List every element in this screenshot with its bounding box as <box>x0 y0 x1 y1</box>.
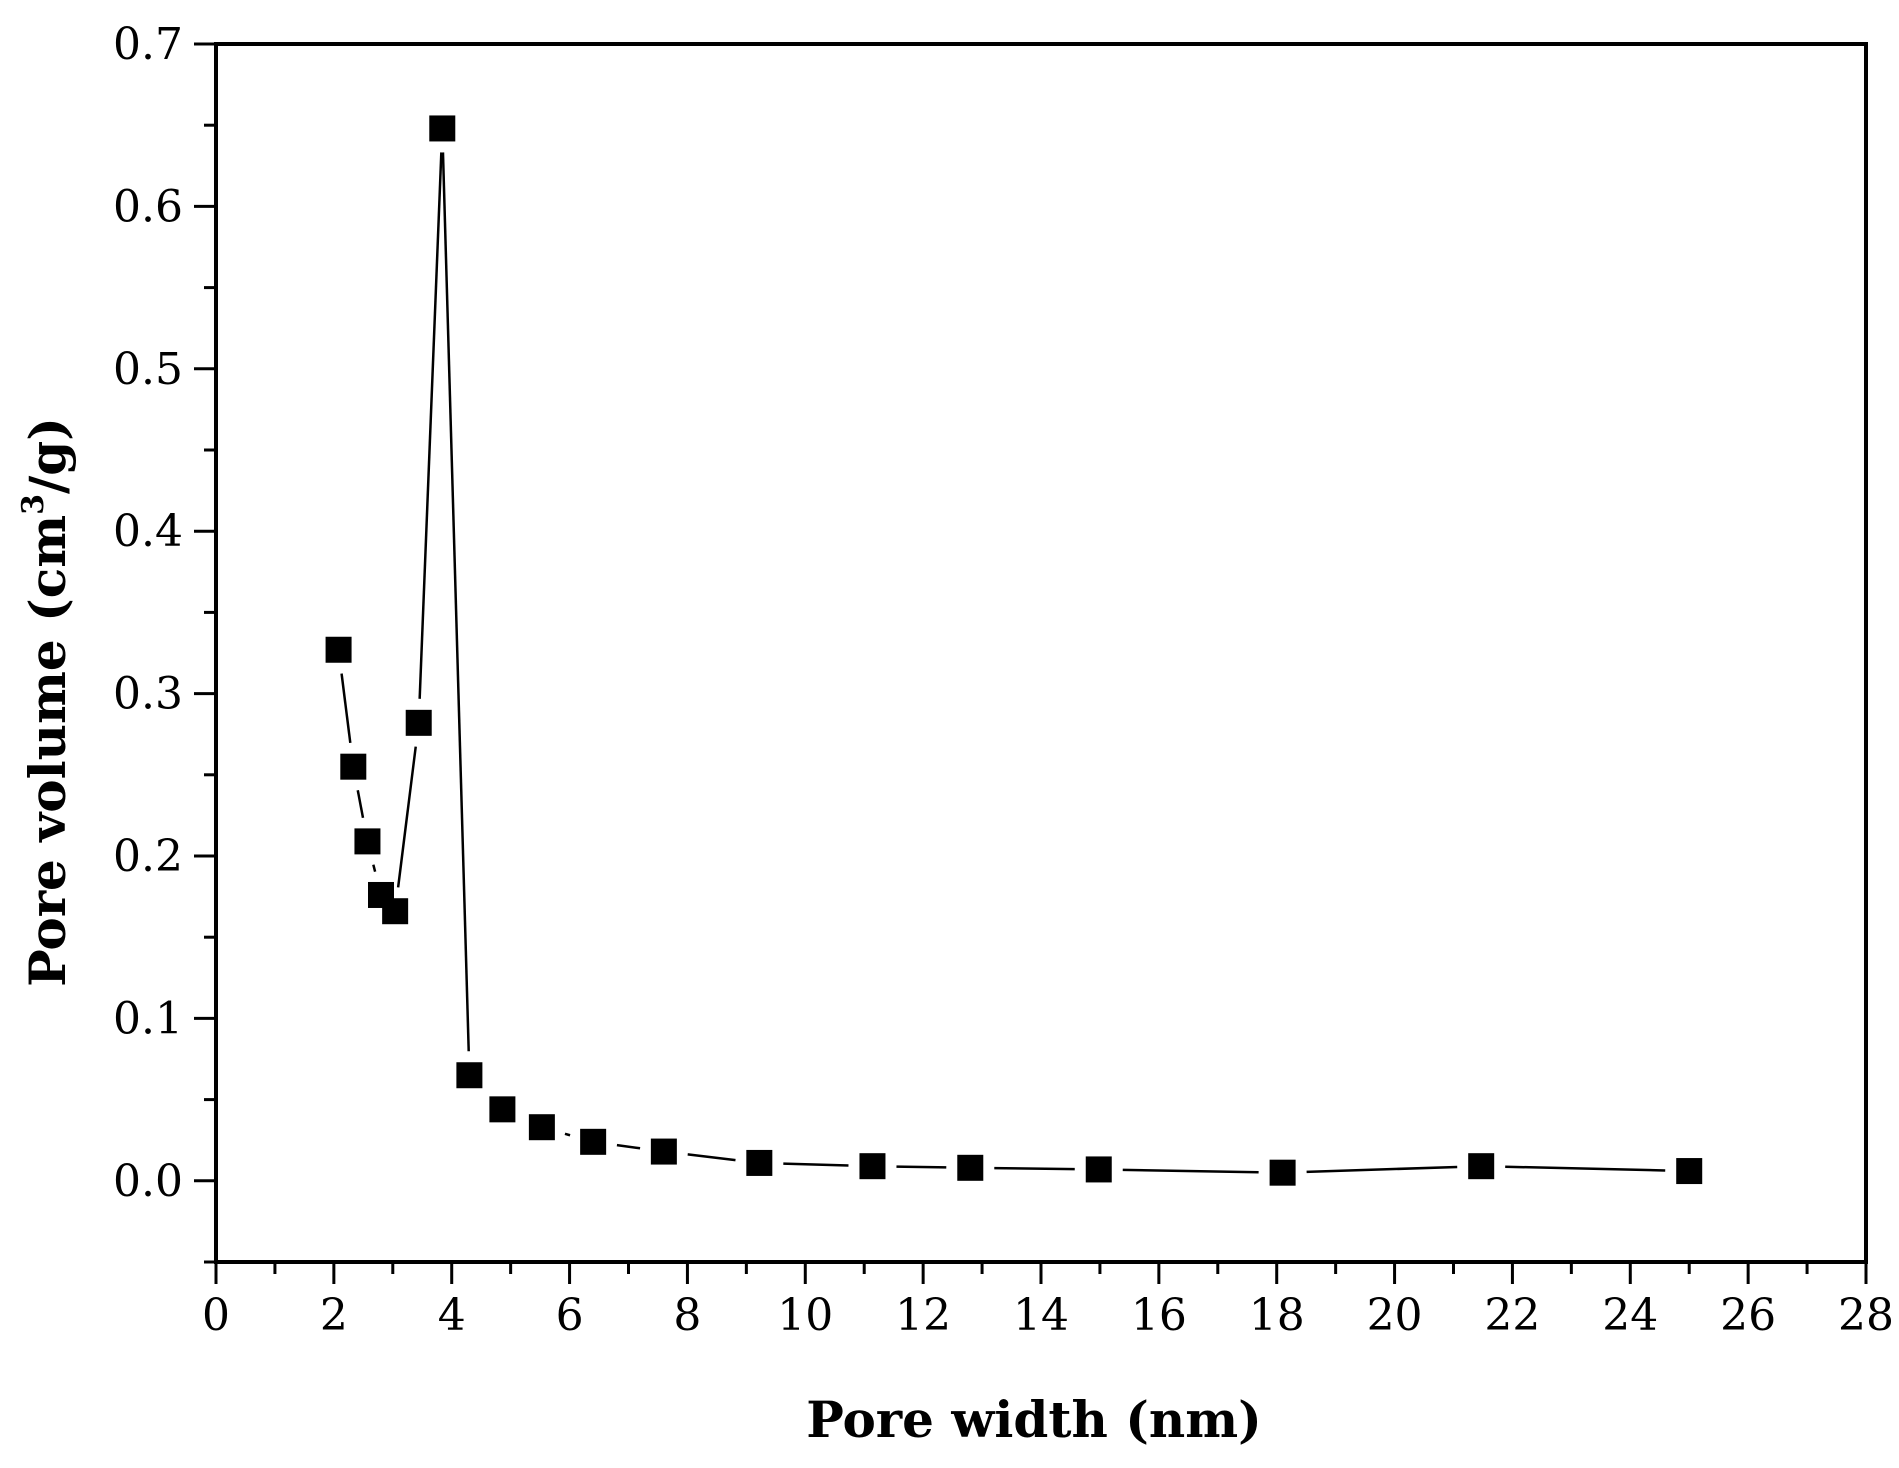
data-point-square <box>354 828 381 855</box>
series-line-segment <box>994 1166 1075 1171</box>
x-tick-label: 14 <box>1013 1290 1069 1341</box>
series-line-segment <box>340 673 352 744</box>
series-line-segment <box>1122 1168 1259 1174</box>
data-point-square <box>1468 1153 1495 1180</box>
y-tick-label: 0.5 <box>113 344 183 395</box>
data-point-square <box>957 1154 984 1181</box>
data-layer <box>325 115 1703 1186</box>
data-point-square <box>325 636 352 663</box>
x-tick-label: 0 <box>202 1290 230 1341</box>
series-line-segment <box>418 152 443 699</box>
x-tick-label: 2 <box>320 1290 348 1341</box>
y-tick-label: 0.1 <box>113 993 183 1044</box>
x-tick-label: 26 <box>1720 1290 1776 1341</box>
x-tick-label: 20 <box>1367 1290 1423 1341</box>
data-point-square <box>1269 1159 1296 1186</box>
axes-layer: 0 2 4 6 8 10 12 14 16 18 20 22 24 26 280.00.10.20.30.4… <box>113 19 1894 1341</box>
x-tick-label: 22 <box>1484 1290 1540 1341</box>
series-line-segment <box>783 1162 849 1167</box>
data-point-square <box>650 1138 677 1165</box>
series-line-segment <box>1306 1165 1458 1174</box>
y-tick-label: 0.0 <box>113 1156 183 1207</box>
data-point-square <box>746 1149 773 1176</box>
y-tick-label: 0.6 <box>113 181 183 232</box>
y-axis-label-superscript: 3 <box>16 494 51 515</box>
data-point-square <box>1676 1158 1703 1185</box>
y-tick-label: 0.3 <box>113 669 183 720</box>
series-line-segment <box>372 864 377 873</box>
x-tick-label: 10 <box>777 1290 833 1341</box>
series-line-segment <box>616 1143 641 1150</box>
data-point-square <box>580 1128 607 1155</box>
y-axis-label-unit: /g) <box>18 417 77 494</box>
x-tick-label: 4 <box>438 1290 466 1341</box>
data-point-square <box>405 709 432 736</box>
data-point-square <box>429 115 456 142</box>
series-line-segment <box>356 790 365 819</box>
series-line-segment <box>396 746 417 888</box>
data-point-square <box>1085 1156 1112 1183</box>
x-tick-label: 12 <box>895 1290 951 1341</box>
data-point-square <box>528 1114 555 1141</box>
data-point-square <box>489 1096 516 1123</box>
x-tick-label: 28 <box>1838 1290 1894 1341</box>
y-axis-label: Pore volume (cm3/g) <box>16 417 77 987</box>
data-point-square <box>382 898 409 925</box>
x-axis-label: Pore width (nm) <box>806 1390 1262 1449</box>
y-tick-label: 0.4 <box>113 506 183 557</box>
data-point-square <box>340 753 367 780</box>
x-tick-label: 18 <box>1249 1290 1305 1341</box>
data-point-square <box>456 1062 483 1089</box>
x-tick-label: 16 <box>1131 1290 1187 1341</box>
x-tick-label: 6 <box>556 1290 584 1341</box>
series-line-segment <box>441 152 470 1052</box>
series-line-segment <box>564 1132 571 1137</box>
series-line-segment <box>1505 1165 1666 1172</box>
y-tick-label: 0.2 <box>113 831 183 882</box>
series-line-segment <box>687 1153 736 1162</box>
x-tick-label: 24 <box>1602 1290 1658 1341</box>
y-tick-label: 0.7 <box>113 19 183 70</box>
y-axis-label-main: Pore volume (cm <box>18 515 77 987</box>
series-line-segment <box>896 1165 947 1169</box>
data-point-square <box>859 1153 886 1180</box>
x-tick-label: 8 <box>673 1290 701 1341</box>
